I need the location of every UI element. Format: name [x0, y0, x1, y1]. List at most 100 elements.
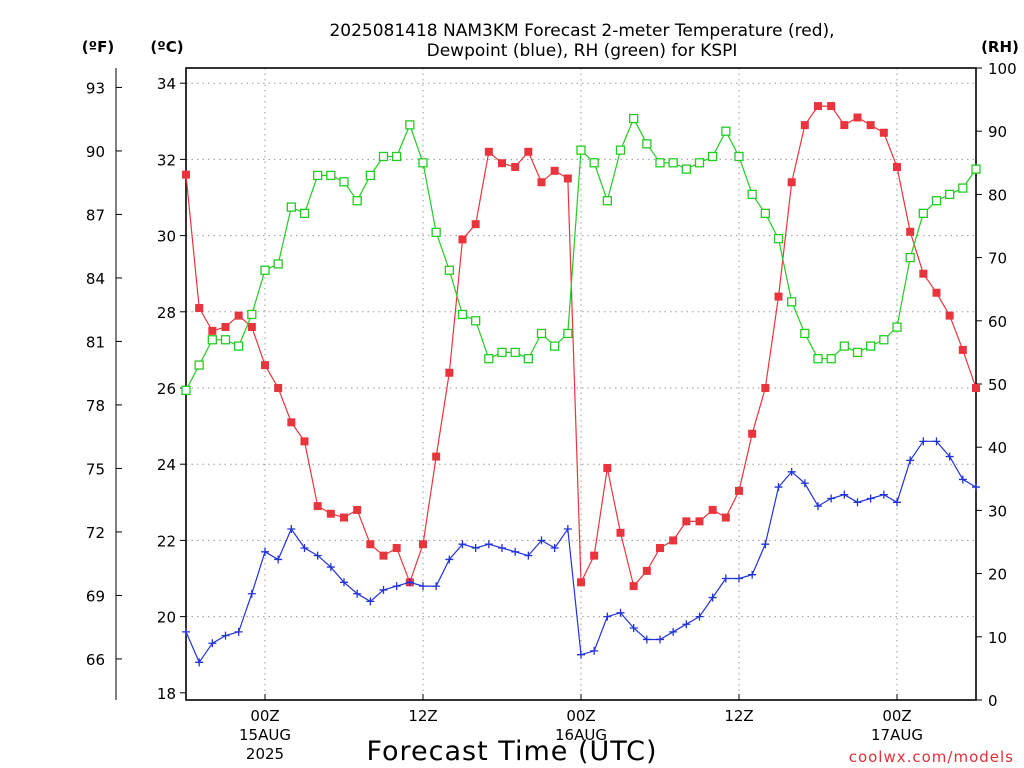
temperature-point	[537, 178, 546, 187]
dewpoint-point	[313, 551, 322, 560]
dewpoint-point	[379, 585, 388, 594]
dewpoint-point	[405, 578, 414, 587]
fahrenheit-tick-label: 90	[86, 143, 105, 161]
temperature-point	[682, 517, 691, 526]
temperature-point	[484, 147, 493, 156]
rh-point	[747, 189, 757, 200]
dewpoint-point	[537, 536, 546, 545]
rh-point	[787, 297, 797, 307]
temperature-point	[958, 345, 967, 354]
dewpoint-point	[708, 593, 717, 602]
temperature-point	[919, 269, 928, 278]
rh-point	[471, 316, 481, 326]
dewpoint-point	[340, 578, 348, 587]
dewpoint-point	[432, 582, 441, 591]
dewpoint-point	[458, 540, 467, 549]
temperature-point	[866, 121, 875, 130]
dewpoint-point	[695, 612, 704, 621]
dewpoint-point	[353, 589, 362, 598]
fahrenheit-tick-label: 78	[86, 397, 105, 415]
temperature-point	[629, 582, 638, 591]
dewpoint-point	[958, 475, 967, 484]
dewpoint-point	[906, 456, 915, 465]
rh-point	[510, 347, 520, 358]
rh-point	[194, 360, 204, 370]
dewpoint-point	[471, 544, 480, 553]
rh-point	[629, 113, 639, 124]
temperature-point	[642, 566, 651, 575]
rh-point	[484, 354, 494, 364]
temperature-point	[550, 166, 559, 175]
temperature-point	[748, 429, 757, 438]
series-layer	[181, 102, 981, 667]
dewpoint-point	[221, 631, 230, 640]
dewpoint-point	[721, 574, 730, 583]
temperature-point	[853, 113, 862, 122]
dewpoint-point	[735, 574, 743, 583]
rh-point	[905, 252, 915, 263]
rh-point	[299, 208, 310, 219]
temperature-point	[247, 323, 256, 332]
temperature-point	[300, 437, 309, 446]
rh-point	[642, 139, 652, 149]
temperature-point	[366, 540, 375, 549]
celsius-unit-label: (ºC)	[150, 38, 183, 56]
dewpoint-point	[774, 483, 783, 492]
dewpoint-point	[945, 452, 954, 461]
dewpoint-point	[840, 490, 849, 499]
celsius-tick-label: 22	[157, 532, 176, 550]
rh-tick-label: 90	[988, 123, 1007, 141]
fahrenheit-tick-label: 93	[86, 79, 105, 97]
rh-point	[220, 335, 231, 345]
rh-point	[760, 208, 770, 219]
rh-point	[523, 354, 533, 364]
dewpoint-point	[642, 635, 651, 644]
rh-point	[615, 145, 626, 155]
fahrenheit-tick-label: 75	[86, 460, 105, 478]
rh-unit-label: (RH)	[981, 38, 1019, 56]
temperature-point	[524, 147, 533, 156]
rh-tick-label: 80	[988, 186, 1007, 204]
rh-point	[313, 170, 323, 181]
temperature-point	[827, 102, 836, 111]
credit-label: coolwx.com/models	[849, 748, 1014, 766]
rh-point	[378, 151, 389, 162]
rh-point	[879, 335, 889, 345]
temperature-point	[392, 544, 401, 553]
dewpoint-point	[616, 608, 625, 617]
rh-point	[839, 341, 849, 351]
dewpoint-point	[300, 544, 309, 553]
temperature-point	[669, 536, 678, 545]
rh-point	[800, 328, 810, 339]
dewpoint-point	[550, 544, 559, 553]
temperature-point	[774, 292, 783, 301]
x-tick-label: 00Z	[882, 707, 911, 725]
dewpoint-point	[287, 524, 296, 533]
x-tick-date: 16AUG	[555, 726, 607, 744]
rh-point	[576, 145, 586, 155]
rh-point	[773, 233, 784, 244]
rh-tick-label: 50	[988, 376, 1007, 394]
rh-point	[668, 158, 678, 168]
rh-point	[286, 202, 296, 212]
x-tick-year: 2025	[246, 745, 284, 763]
dewpoint-point	[682, 620, 691, 629]
rh-point	[971, 164, 981, 174]
dewpoint-point	[274, 555, 283, 564]
temperature-point	[893, 163, 901, 172]
temperature-point	[800, 121, 809, 130]
fahrenheit-tick-label: 72	[86, 524, 105, 542]
temperature-point	[695, 517, 704, 526]
rh-point	[247, 309, 257, 320]
rh-point	[536, 328, 547, 339]
rh-tick-label: 10	[988, 629, 1007, 647]
fahrenheit-tick-label: 87	[86, 206, 105, 224]
dewpoint-point	[366, 597, 375, 606]
rh-point	[918, 208, 928, 219]
rh-tick-label: 70	[988, 250, 1007, 268]
temperature-point	[313, 502, 322, 511]
rh-point	[418, 158, 428, 168]
dewpoint-point	[326, 563, 335, 572]
temperature-point	[498, 159, 506, 168]
temperature-point	[879, 128, 888, 137]
